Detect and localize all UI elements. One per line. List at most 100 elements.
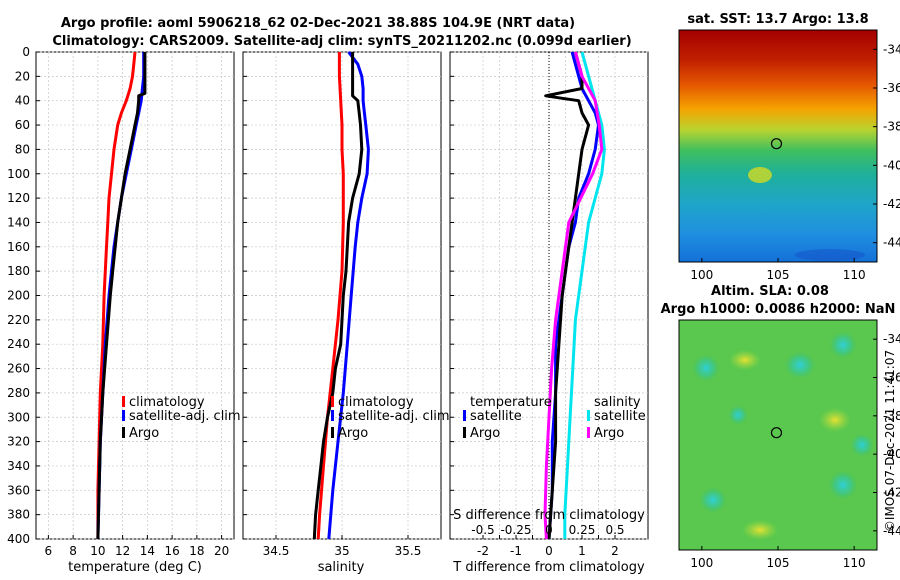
series-line-argo	[544, 51, 591, 540]
legend-swatch-satellite-adj-s	[331, 410, 334, 421]
salinity-panel: 34.5 35 35.5 salinity climatology satellit…	[242, 51, 450, 575]
legend-label-climatology-s: climatology	[338, 395, 414, 410]
sst-warm-patch	[748, 167, 772, 183]
legend-label-t-satellite: satellite	[470, 409, 522, 424]
sla-blob	[784, 351, 816, 379]
legend-label-climatology: climatology	[129, 395, 205, 410]
legend-title-temperature: temperature	[470, 395, 552, 410]
y-tick-label: 0	[22, 45, 30, 59]
series-line-satellite-adj-clim	[327, 51, 370, 540]
difference-panel: -2 -1 0 1 2 T difference from climatology te…	[449, 51, 649, 575]
map-y-tick-label: -36	[883, 81, 900, 95]
temperature-x-ticks: 6 8 10 12 14 16 18 20	[45, 544, 230, 558]
y-tick-label: 340	[7, 459, 30, 473]
sla-map-title2: Argo h1000: 0.0086 h2000: NaN	[661, 302, 896, 317]
sst-argo-location-marker	[770, 138, 783, 150]
x-tick-label: 8	[69, 544, 77, 558]
sst-map-title: sat. SST: 13.7 Argo: 13.8	[687, 12, 868, 27]
y-tick-label: 300	[7, 410, 30, 424]
map-y-tick-label: -42	[883, 486, 900, 500]
x-tick-label: 20	[214, 544, 229, 558]
s-difference-ticks: -0.5 -0.25 0 0.25 0.5	[471, 523, 624, 537]
x-tick-label: 16	[164, 544, 179, 558]
series-line-argo	[312, 52, 364, 540]
map-x-tick-label: 110	[843, 268, 866, 282]
y-tick-label: 20	[15, 69, 30, 83]
map-y-tick-label: -40	[883, 158, 900, 172]
difference-xlabel: T difference from climatology	[452, 560, 645, 575]
s-tick-label: 0.5	[605, 523, 624, 537]
legend-swatch-s-argo	[587, 427, 590, 438]
legend-swatch-satellite-adj	[122, 410, 125, 421]
map-x-tick-label: 105	[767, 556, 790, 570]
y-tick-label: 160	[7, 240, 30, 254]
legend-swatch-climatology	[122, 396, 125, 407]
sla-features	[692, 331, 874, 540]
figure-title-line2: Climatology: CARS2009. Satellite-adj cli…	[52, 34, 631, 49]
map-y-tick-label: -34	[883, 42, 900, 56]
temperature-grid	[36, 51, 234, 540]
series-line-argo	[96, 52, 147, 540]
salinity-series	[312, 51, 370, 540]
x-tick-label: 35.5	[395, 544, 422, 558]
salinity-xlabel: salinity	[318, 560, 365, 575]
sla-high	[819, 408, 851, 432]
y-tick-label: 40	[15, 94, 30, 108]
x-tick-label: -1	[510, 544, 522, 558]
sla-blob	[828, 470, 858, 500]
salinity-x-ticks: 34.5 35 35.5	[263, 544, 422, 558]
legend-label-argo-s: Argo	[338, 426, 368, 441]
x-tick-label: 1	[578, 544, 586, 558]
temperature-y-ticks: 0 20 40 60 80 100 120 140 160 180 200 220 240 260 280 3…	[7, 45, 30, 546]
sla-blob	[728, 405, 748, 425]
legend-label-satellite-adj-s: satellite-adj. clim	[338, 409, 450, 424]
series-line-climatology	[96, 51, 137, 539]
legend-label-s-satellite: satellite	[594, 409, 646, 424]
x-tick-label: 18	[189, 544, 204, 558]
map-y-tick-label: -34	[883, 332, 900, 346]
y-tick-label: 60	[15, 118, 30, 132]
x-tick-label: 14	[140, 544, 155, 558]
x-tick-label: 0	[545, 544, 553, 558]
legend-label-t-argo: Argo	[470, 426, 500, 441]
legend-swatch-climatology-s	[331, 396, 334, 407]
sla-map-panel: Altim. SLA: 0.08 Argo h1000: 0.0086 h200…	[661, 284, 900, 570]
map-y-tick-label: -42	[883, 197, 900, 211]
x-tick-label: 6	[45, 544, 53, 558]
legend-swatch-argo-s	[331, 427, 334, 438]
legend-label-satellite-adj: satellite-adj. clim	[129, 409, 241, 424]
sla-blob	[699, 487, 727, 513]
sst-heatmap	[679, 30, 877, 262]
sst-map-ticks: 100 105 110 -34 -36 -38 -40 -42 -44	[690, 42, 900, 282]
map-y-tick-label: -36	[883, 371, 900, 385]
x-tick-label: 2	[611, 544, 619, 558]
x-tick-label: 34.5	[263, 544, 290, 558]
y-tick-label: 380	[7, 508, 30, 522]
sst-cold-patch	[795, 249, 865, 261]
s-tick-label: 0	[545, 523, 553, 537]
s-difference-label: S difference from climatology	[453, 508, 645, 523]
sla-argo-location-marker	[770, 427, 783, 439]
legend-title-salinity: salinity	[594, 395, 641, 410]
y-tick-label: 140	[7, 215, 30, 229]
temperature-xlabel: temperature (deg C)	[68, 560, 202, 575]
salinity-legend: climatology satellite-adj. clim Argo	[331, 395, 450, 441]
x-tick-label: 35	[334, 544, 349, 558]
y-tick-label: 320	[7, 435, 30, 449]
map-y-tick-label: -44	[883, 524, 900, 538]
x-tick-label: -2	[477, 544, 489, 558]
legend-swatch-t-satellite	[463, 410, 466, 421]
map-x-tick-label: 100	[690, 268, 713, 282]
x-tick-label: 12	[115, 544, 130, 558]
temperature-legend: climatology satellite-adj. clim Argo	[122, 395, 241, 441]
y-tick-label: 260	[7, 362, 30, 376]
legend-swatch-s-satellite	[587, 410, 590, 421]
difference-x-ticks: -2 -1 0 1 2	[477, 544, 619, 558]
x-tick-label: 10	[90, 544, 105, 558]
map-x-tick-label: 100	[690, 556, 713, 570]
sla-blob	[850, 433, 874, 457]
copyright-stamp: ©IMOS 07-Dec-2021 11:41:07	[883, 350, 897, 532]
legend-swatch-argo	[122, 427, 125, 438]
temperature-series	[96, 51, 147, 540]
